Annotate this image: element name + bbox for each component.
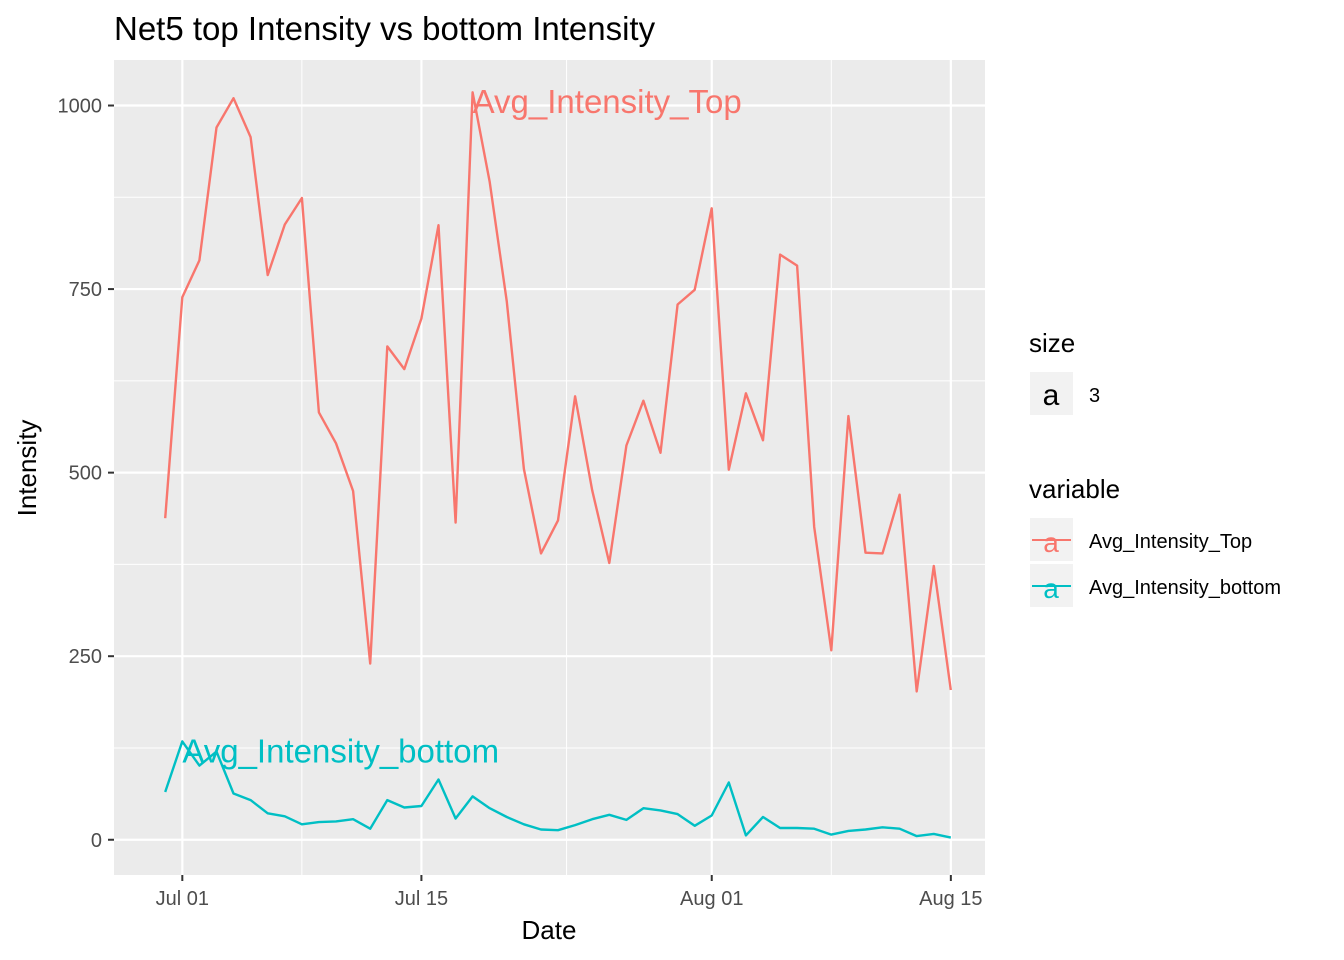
x-axis-title: Date bbox=[522, 915, 577, 945]
annotation-avg-intensity-top: Avg_Intensity_Top bbox=[473, 83, 742, 120]
legend-size-title: size bbox=[1029, 328, 1075, 358]
legend-size-key bbox=[1030, 372, 1073, 415]
legend: size a 3 variable a Avg_Intensity_Top a … bbox=[1029, 328, 1281, 607]
legend-label-top: Avg_Intensity_Top bbox=[1089, 531, 1252, 553]
legend-key-top-glyph: a bbox=[1043, 527, 1059, 558]
y-axis-title: Intensity bbox=[12, 420, 42, 517]
annotations: Avg_Intensity_Top Avg_Intensity_bottom bbox=[182, 83, 741, 770]
y-tick-label: 750 bbox=[69, 279, 102, 301]
x-tick-label: Jul 01 bbox=[156, 888, 209, 910]
plot-panel bbox=[114, 60, 985, 875]
x-tick-label: Jul 15 bbox=[395, 888, 448, 910]
series-line-avg-intensity-top bbox=[164, 91, 952, 693]
chart-title: Net5 top Intensity vs bottom Intensity bbox=[114, 10, 656, 47]
series-line-avg-intensity-bottom bbox=[164, 740, 952, 839]
series-lines bbox=[164, 91, 952, 839]
legend-key-bottom-glyph: a bbox=[1043, 573, 1059, 604]
legend-size-label: 3 bbox=[1089, 385, 1100, 407]
x-tick-label: Aug 15 bbox=[919, 888, 982, 910]
legend-label-bottom: Avg_Intensity_bottom bbox=[1089, 577, 1281, 599]
x-axis: Jul 01 Jul 15 Aug 01 Aug 15 bbox=[156, 875, 983, 910]
legend-size-key-glyph: a bbox=[1043, 379, 1060, 412]
y-tick-label: 500 bbox=[69, 463, 102, 485]
annotation-avg-intensity-bottom: Avg_Intensity_bottom bbox=[182, 733, 499, 770]
major-gridlines bbox=[114, 60, 985, 875]
x-tick-label: Aug 01 bbox=[680, 888, 743, 910]
y-axis: 0 250 500 750 1000 bbox=[58, 96, 114, 852]
legend-variable-title: variable bbox=[1029, 474, 1120, 504]
y-tick-label: 0 bbox=[91, 830, 102, 852]
y-tick-label: 1000 bbox=[58, 96, 103, 118]
y-tick-label: 250 bbox=[69, 646, 102, 668]
